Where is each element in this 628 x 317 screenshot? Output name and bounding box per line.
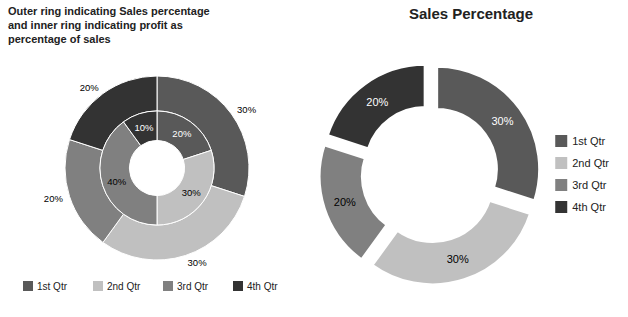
legend-item: 1st Qtr bbox=[23, 281, 68, 292]
donut-slice bbox=[372, 200, 531, 285]
legend-swatch bbox=[23, 281, 33, 291]
legend-label: 1st Qtr bbox=[572, 135, 605, 147]
legend: 1st Qtr 2nd Qtr 3rd Qtr 4th Qtr bbox=[555, 135, 609, 213]
title-line: and inner ring indicating profit as bbox=[8, 19, 183, 31]
ring: 30% 30% 20% 20% bbox=[319, 64, 540, 285]
donut-slice bbox=[437, 66, 540, 201]
legend-swatch bbox=[555, 179, 567, 191]
legend-item: 4th Qtr bbox=[555, 201, 606, 213]
donut-slice bbox=[157, 111, 211, 160]
title-line: percentage of sales bbox=[8, 33, 111, 45]
data-label: 20% bbox=[172, 128, 192, 139]
legend-item: 4th Qtr bbox=[233, 281, 278, 292]
data-label: 20% bbox=[80, 82, 100, 93]
data-label: 20% bbox=[44, 193, 64, 204]
data-label: 30% bbox=[182, 187, 202, 198]
legend-label: 4th Qtr bbox=[247, 281, 278, 292]
donut-slice bbox=[327, 64, 425, 149]
chart-panel: Outer ring indicating Sales percentage an… bbox=[8, 5, 278, 292]
donut-slice bbox=[319, 145, 387, 260]
data-label: 30% bbox=[237, 104, 257, 115]
title-line: Sales Percentage bbox=[409, 5, 533, 22]
data-label: 40% bbox=[107, 176, 127, 187]
legend-item: 3rd Qtr bbox=[163, 281, 209, 292]
data-label: 10% bbox=[134, 122, 154, 133]
legend-label: 3rd Qtr bbox=[177, 281, 209, 292]
legend-label: 3rd Qtr bbox=[572, 179, 607, 191]
legend-label: 1st Qtr bbox=[37, 281, 68, 292]
legend-item: 2nd Qtr bbox=[555, 157, 609, 169]
title-line: Outer ring indicating Sales percentage bbox=[8, 5, 210, 17]
legend-item: 1st Qtr bbox=[555, 135, 605, 147]
chart-panel: Sales Percentage 30% 30% 20% 20% 1st Qtr 2nd Q… bbox=[319, 5, 609, 285]
data-label: 30% bbox=[188, 257, 208, 268]
ring: 30% 30% 20% 20% bbox=[44, 76, 257, 268]
legend-item: 2nd Qtr bbox=[93, 281, 141, 292]
legend-swatch bbox=[555, 201, 567, 213]
legend-swatch bbox=[555, 157, 567, 169]
legend-label: 4th Qtr bbox=[572, 201, 606, 213]
legend-swatch bbox=[233, 281, 243, 291]
legend-swatch bbox=[93, 281, 103, 291]
donut-slice bbox=[157, 150, 214, 225]
legend-item: 3rd Qtr bbox=[555, 179, 607, 191]
data-label: 20% bbox=[366, 96, 388, 108]
legend-swatch bbox=[555, 135, 567, 147]
figure: Outer ring indicating Sales percentage an… bbox=[0, 0, 628, 317]
legend-swatch bbox=[163, 281, 173, 291]
donut: 30% 30% 20% 20% 20% 30% 40% 10% bbox=[44, 76, 257, 268]
legend: 1st Qtr 2nd Qtr 3rd Qtr 4th Qtr bbox=[23, 281, 278, 292]
legend-label: 2nd Qtr bbox=[107, 281, 141, 292]
chart-title: Sales Percentage bbox=[409, 5, 533, 22]
ring: 20% 30% 40% 10% bbox=[100, 111, 214, 225]
legend-label: 2nd Qtr bbox=[572, 157, 609, 169]
data-label: 30% bbox=[447, 253, 469, 265]
chart-title: Outer ring indicating Sales percentage an… bbox=[8, 5, 210, 45]
data-label: 30% bbox=[491, 115, 513, 127]
donut-slice bbox=[123, 111, 157, 146]
data-label: 20% bbox=[334, 196, 356, 208]
donut: 30% 30% 20% 20% bbox=[319, 64, 540, 285]
